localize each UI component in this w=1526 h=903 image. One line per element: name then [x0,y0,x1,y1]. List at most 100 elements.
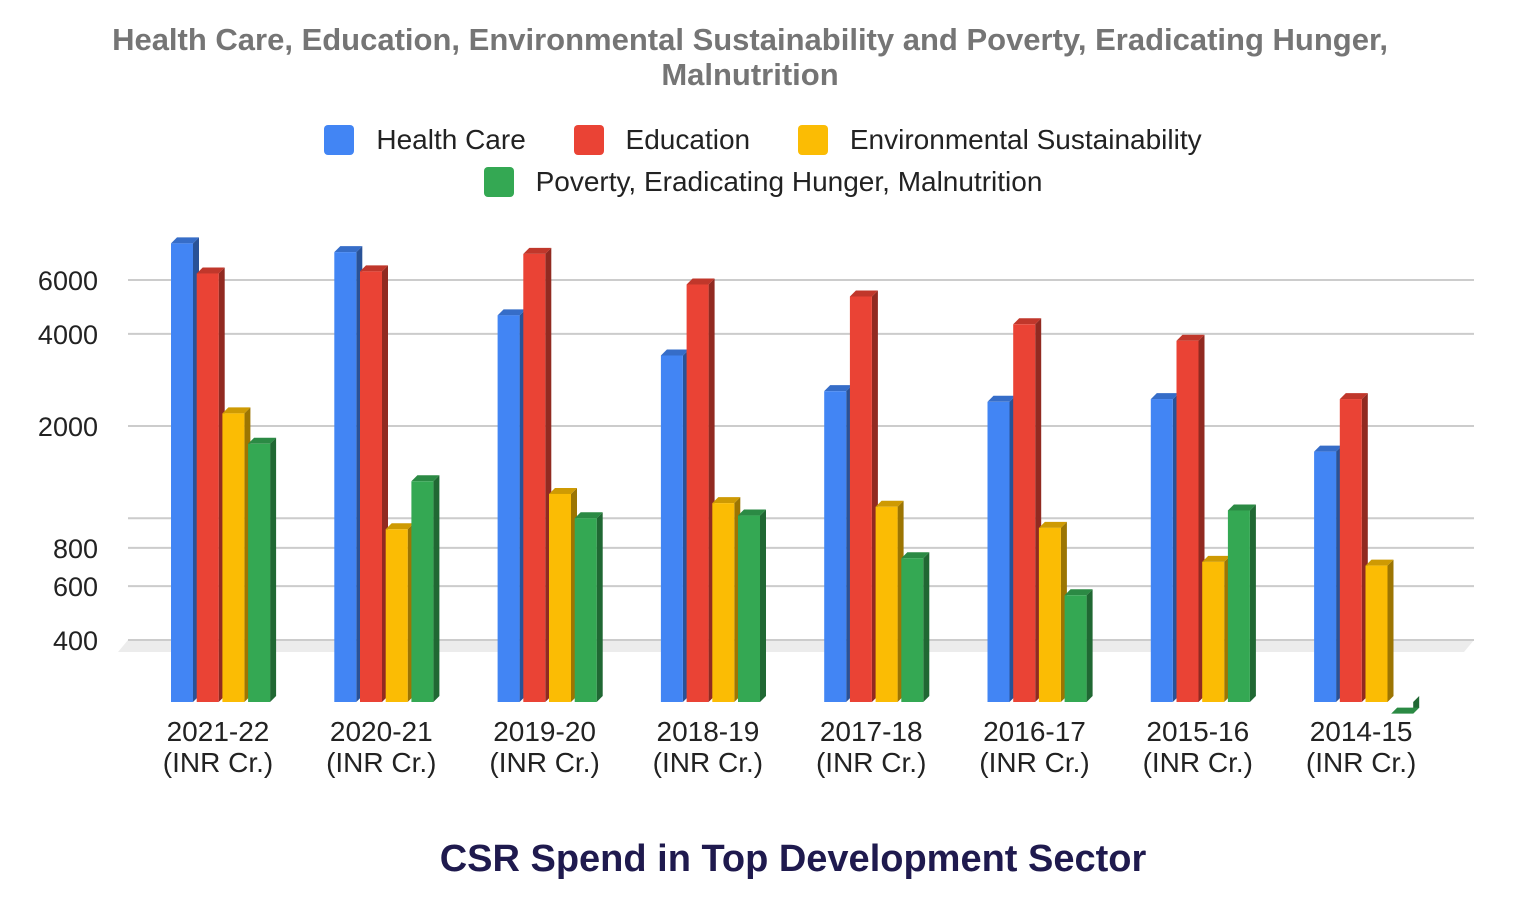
bar-side-poverty [270,437,277,702]
bar-top-education [360,265,388,272]
bar-education [523,253,546,702]
bar-top-environmental-sustainability [1365,559,1394,566]
bar-top-health-care [497,309,526,316]
chart-legend-row-2: Poverty, Eradicating Hunger, Malnutritio… [0,166,1526,204]
bar-top-environmental-sustainability [712,497,741,504]
x-tick-label-unit: (INR Cr.) [1143,747,1253,778]
bar-environmental-sustainability [1365,565,1388,702]
bar-environmental-sustainability [1038,527,1061,702]
x-tick-label-unit: (INR Cr.) [979,747,1089,778]
bar-poverty [1064,595,1087,702]
bar-top-health-care [1314,445,1343,452]
bar-top-education [523,247,552,254]
x-tick-label: 2020-21 [330,716,433,747]
legend-label-environmental-sustainability: Environmental Sustainability [849,124,1202,155]
legend-item-environmental-sustainability[interactable]: Environmental Sustainability [797,124,1202,156]
x-tick-label-unit: (INR Cr.) [489,747,599,778]
bar-poverty [1227,510,1250,702]
x-tick-label: 2016-17 [983,716,1086,747]
legend-item-education[interactable]: Education [573,124,751,156]
legend-item-poverty[interactable]: Poverty, Eradicating Hunger, Malnutritio… [483,166,1043,198]
bar-side-poverty [760,509,766,702]
y-tick-label: 6000 [38,266,98,296]
bar-environmental-sustainability [222,413,245,702]
x-tick-label-unit: (INR Cr.) [326,747,436,778]
chart-caption: CSR Spend in Top Development Sector [439,838,1147,880]
x-tick-label: 2021-22 [167,716,270,747]
bar-top-poverty [1391,707,1420,714]
chart-legend: Health Care Education Environmental Sust… [0,124,1526,162]
legend-swatch-health-care [324,125,355,155]
y-tick-label: 400 [53,626,98,656]
legend-label-education: Education [625,124,751,155]
bar-top-poverty [411,475,440,482]
bar-education [849,296,872,702]
bar-top-education [686,278,715,285]
chart-title: Health Care, Education, Environmental Su… [112,22,1388,92]
bar-side-poverty [1086,589,1093,702]
bar-environmental-sustainability [875,506,898,702]
y-tick-label: 600 [53,572,98,602]
legend-label-poverty: Poverty, Eradicating Hunger, Malnutritio… [535,166,1043,197]
bar-education [1176,340,1199,702]
bar-poverty [901,558,924,702]
bar-health-care [1150,399,1173,702]
bar-top-health-care [171,237,199,244]
bar-top-education [849,290,878,297]
bar-education [360,271,382,702]
bar-poverty [411,481,434,702]
bar-top-environmental-sustainability [549,487,577,494]
bar-education [1013,324,1036,702]
bar-poverty [574,518,597,702]
bar-top-poverty [1064,589,1093,596]
bar-health-care [334,252,357,702]
bar-top-health-care [1150,393,1179,400]
legend-swatch-education [573,125,604,155]
bar-health-care [824,391,847,702]
x-tick-label: 2019-20 [493,716,596,747]
y-tick-label: 2000 [38,412,98,442]
x-tick-label: 2018-19 [657,716,760,747]
legend-label-health-care: Health Care [376,124,526,155]
bar-top-poverty [738,509,766,516]
bar-side-poverty [923,552,930,702]
bar-top-environmental-sustainability [385,523,414,530]
legend-item-health-care[interactable]: Health Care [324,124,526,156]
bar-side-poverty [1249,504,1256,702]
bar-health-care [1314,451,1337,702]
bar-environmental-sustainability [549,493,571,702]
bar-health-care [171,243,193,703]
x-tick-label: 2015-16 [1146,716,1249,747]
bar-environmental-sustainability [385,529,408,702]
bar-top-poverty [1227,504,1256,511]
x-tick-label-unit: (INR Cr.) [163,747,273,778]
bar-top-environmental-sustainability [1202,555,1231,562]
bar-top-poverty [574,512,603,519]
bar-side-poverty [596,512,603,702]
y-tick-label: 4000 [38,320,98,350]
x-tick-label-unit: (INR Cr.) [1306,747,1416,778]
bar-side-environmental-sustainability [1387,559,1394,702]
bar-environmental-sustainability [1202,561,1225,702]
bar-health-care [497,315,520,702]
bar-side-poverty [433,475,440,702]
bar-education [196,273,219,702]
bar-environmental-sustainability [712,503,735,702]
legend-swatch-environmental-sustainability [797,125,828,155]
bar-top-environmental-sustainability [222,407,251,414]
bar-education [686,284,709,702]
x-tick-label-unit: (INR Cr.) [816,747,926,778]
bar-poverty [248,443,271,702]
y-tick-label: 800 [53,534,98,564]
x-tick-label: 2014-15 [1310,716,1413,747]
chart-floor [118,640,1474,652]
bar-top-education [1176,334,1205,341]
bar-top-poverty [901,552,930,559]
bar-top-health-care [824,385,853,392]
bar-top-poverty [248,437,277,444]
bar-health-care [660,355,683,702]
bar-education [1339,399,1362,702]
legend-swatch-poverty [483,167,514,197]
bar-top-health-care [987,395,1016,402]
